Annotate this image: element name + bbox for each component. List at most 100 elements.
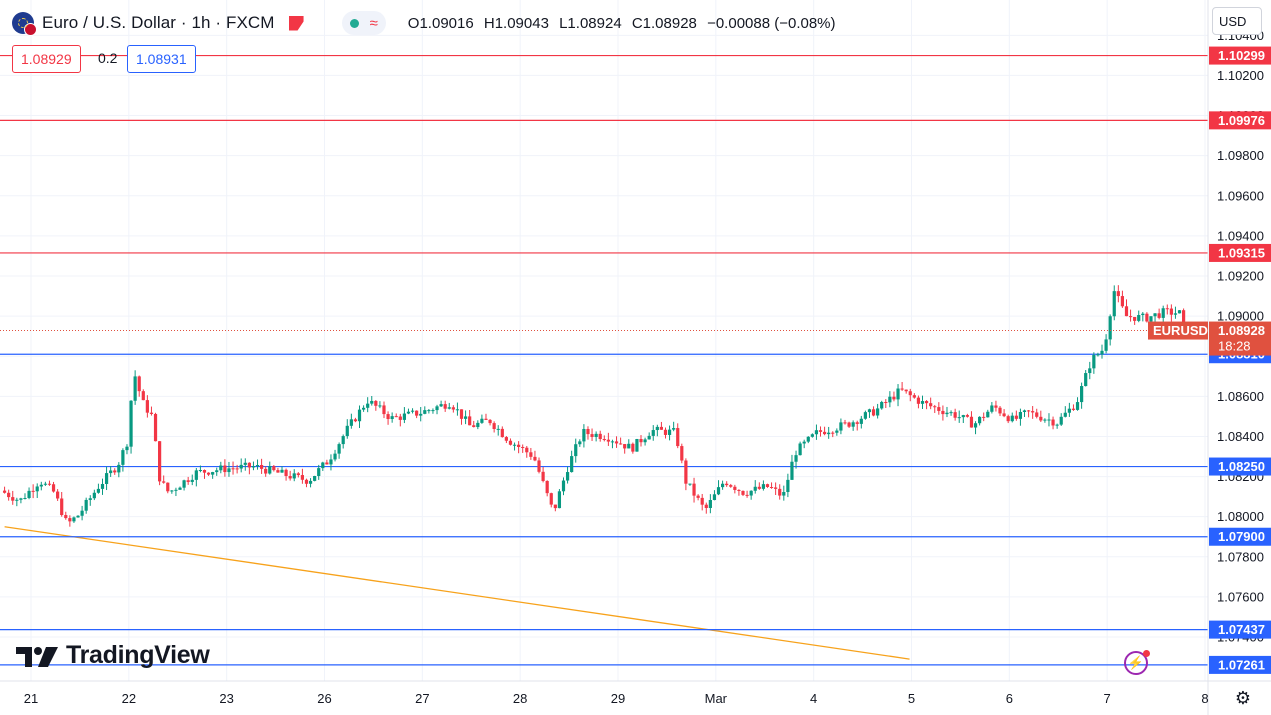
candle-body xyxy=(166,482,170,492)
candle-body xyxy=(1010,415,1014,422)
current-price-label: 1.08928 xyxy=(1218,323,1265,338)
candle-body xyxy=(109,470,113,474)
candle-body xyxy=(39,484,43,487)
candle-body xyxy=(521,446,525,448)
candle-body xyxy=(745,494,749,496)
candle-body xyxy=(965,415,969,417)
spread-value: 0.2 xyxy=(98,50,118,66)
candle-body xyxy=(500,428,504,438)
candle-body xyxy=(92,492,96,499)
x-tick-label: 27 xyxy=(415,691,429,706)
candle-body xyxy=(394,416,398,418)
candle-body xyxy=(1002,413,1006,417)
gear-icon[interactable]: ⚙ xyxy=(1234,688,1252,708)
candle-body xyxy=(455,409,460,411)
candle-body xyxy=(292,473,296,479)
candle-body xyxy=(84,499,88,511)
candle-body xyxy=(692,483,696,496)
candle-body xyxy=(647,435,651,440)
candle-body xyxy=(1137,315,1141,321)
candle-body xyxy=(949,412,953,414)
candle-body xyxy=(863,412,867,419)
candle-body xyxy=(765,484,770,488)
y-tick-label: 1.07600 xyxy=(1217,589,1264,604)
candle-body xyxy=(802,441,806,444)
candle-body xyxy=(227,468,231,473)
candle-body xyxy=(190,479,194,482)
candle-body xyxy=(1182,310,1186,325)
candle-body xyxy=(651,430,655,436)
candle-body xyxy=(973,423,978,428)
buy-price-button[interactable]: 1.08931 xyxy=(127,45,196,73)
candle-body xyxy=(402,413,406,420)
candle-body xyxy=(353,419,358,422)
candle-body xyxy=(247,462,251,468)
candle-body xyxy=(778,488,782,496)
candle-body xyxy=(721,483,725,488)
candle-body xyxy=(982,416,986,418)
candle-body xyxy=(667,429,672,435)
candle-body xyxy=(304,479,309,484)
candle-body xyxy=(329,459,333,465)
candle-body xyxy=(206,472,211,475)
candle-body xyxy=(1153,313,1157,317)
currency-selector[interactable]: USD xyxy=(1212,7,1262,35)
candle-body xyxy=(790,461,794,480)
candle-body xyxy=(978,416,982,424)
candle-body xyxy=(19,498,23,500)
trendline-layer xyxy=(4,526,910,660)
level-price-tag xyxy=(1209,527,1271,546)
open-value: O1.09016 xyxy=(407,14,474,32)
candle-body xyxy=(1071,408,1076,410)
candle-body xyxy=(431,410,435,412)
candle-body xyxy=(1051,419,1055,426)
candle-body xyxy=(272,466,276,471)
candle-body xyxy=(480,418,484,423)
candle-body xyxy=(96,488,101,493)
candle-body xyxy=(1120,296,1125,307)
flag-marker-icon[interactable] xyxy=(288,15,304,31)
symbol-title[interactable]: Euro / U.S. Dollar · 1h · FXCM xyxy=(42,13,275,32)
x-tick-label: 28 xyxy=(513,691,527,706)
sell-price-button[interactable]: 1.08929 xyxy=(12,45,81,73)
level-price-tag xyxy=(1209,243,1271,262)
candle-body xyxy=(761,484,765,489)
level-price-label: 1.10299 xyxy=(1218,48,1265,63)
candle-body xyxy=(892,396,896,400)
candle-body xyxy=(321,462,325,469)
candle-body xyxy=(635,439,639,452)
candle-body xyxy=(198,470,203,472)
candle-body xyxy=(733,486,737,490)
candle-body xyxy=(961,415,965,418)
candle-body xyxy=(2,490,7,493)
candle-body xyxy=(545,480,549,494)
candle-body xyxy=(1128,316,1133,318)
level-price-label: 1.08250 xyxy=(1218,459,1265,474)
candle-body xyxy=(884,401,888,403)
candle-body xyxy=(149,412,154,414)
candle-body xyxy=(1161,308,1165,318)
market-status-pill[interactable]: ≈ xyxy=(341,11,386,35)
x-tick-label: 22 xyxy=(122,691,136,706)
candle-body xyxy=(602,439,606,441)
candle-body xyxy=(696,495,700,498)
candle-body xyxy=(317,468,321,477)
candle-body xyxy=(300,475,304,480)
candle-body xyxy=(1026,410,1031,412)
time-axis[interactable]: 21 22 23 26 27 28 29 Mar 4 5 6 7 8 xyxy=(24,691,1209,706)
candle-body xyxy=(1173,313,1178,315)
candle-body xyxy=(178,487,182,490)
candle-body xyxy=(953,412,957,418)
candle-body xyxy=(406,411,411,414)
candle-body xyxy=(867,409,872,413)
candle-body xyxy=(623,444,627,449)
candle-body xyxy=(31,490,35,492)
bolt-icon[interactable]: ⚡ xyxy=(1124,650,1150,675)
candle-body xyxy=(1133,316,1137,321)
candle-body xyxy=(1063,412,1067,417)
candle-body xyxy=(757,486,761,489)
candle-body xyxy=(484,418,488,420)
candle-body xyxy=(688,483,692,485)
candle-body xyxy=(533,456,537,461)
